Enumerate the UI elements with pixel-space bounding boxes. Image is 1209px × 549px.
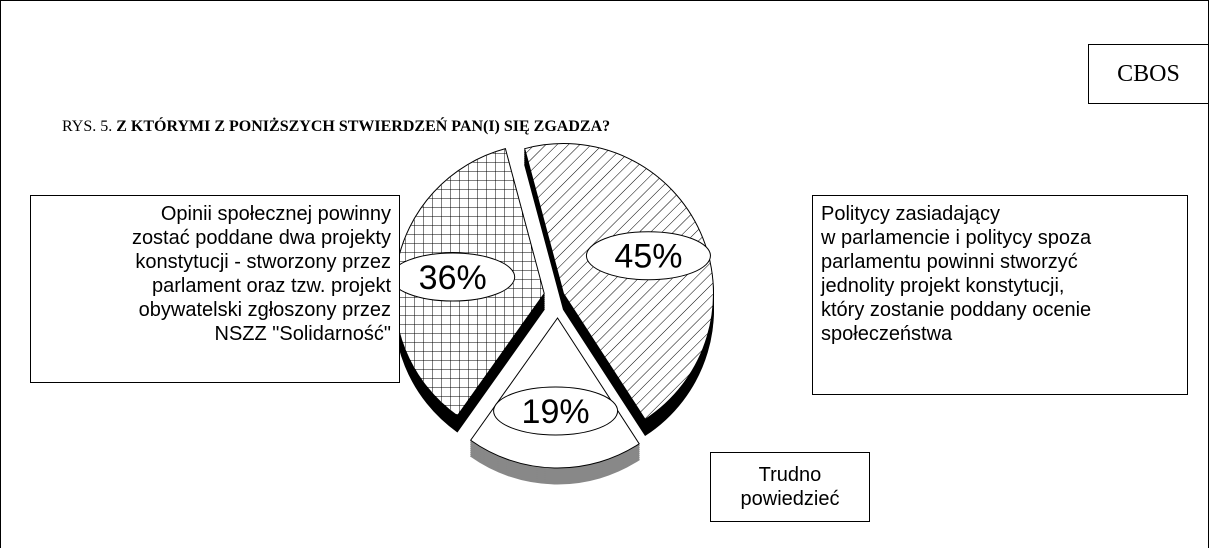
figure-label: RYS. 5.: [62, 118, 113, 135]
value-label-bg: [493, 386, 619, 436]
value-label: 36%: [419, 259, 487, 297]
category-label: Trudno powiedzieć: [710, 452, 870, 522]
value-label: 45%: [614, 238, 682, 276]
value-label-bg: [585, 231, 711, 281]
category-label: Opinii społecznej powinny zostać poddane…: [30, 195, 400, 383]
value-label: 19%: [522, 393, 590, 431]
title: Z KTÓRYMI Z PONIŻSZYCH STWIERDZEŃ PAN(I)…: [116, 118, 611, 135]
slice: [524, 143, 714, 421]
chart-title: RYS. 5. Z KTÓRYMI Z PONIŻSZYCH STWIERDZE…: [62, 118, 610, 136]
source: CBOS: [1088, 44, 1208, 104]
category-label: Politycy zasiadający w parlamencie i pol…: [812, 195, 1188, 395]
